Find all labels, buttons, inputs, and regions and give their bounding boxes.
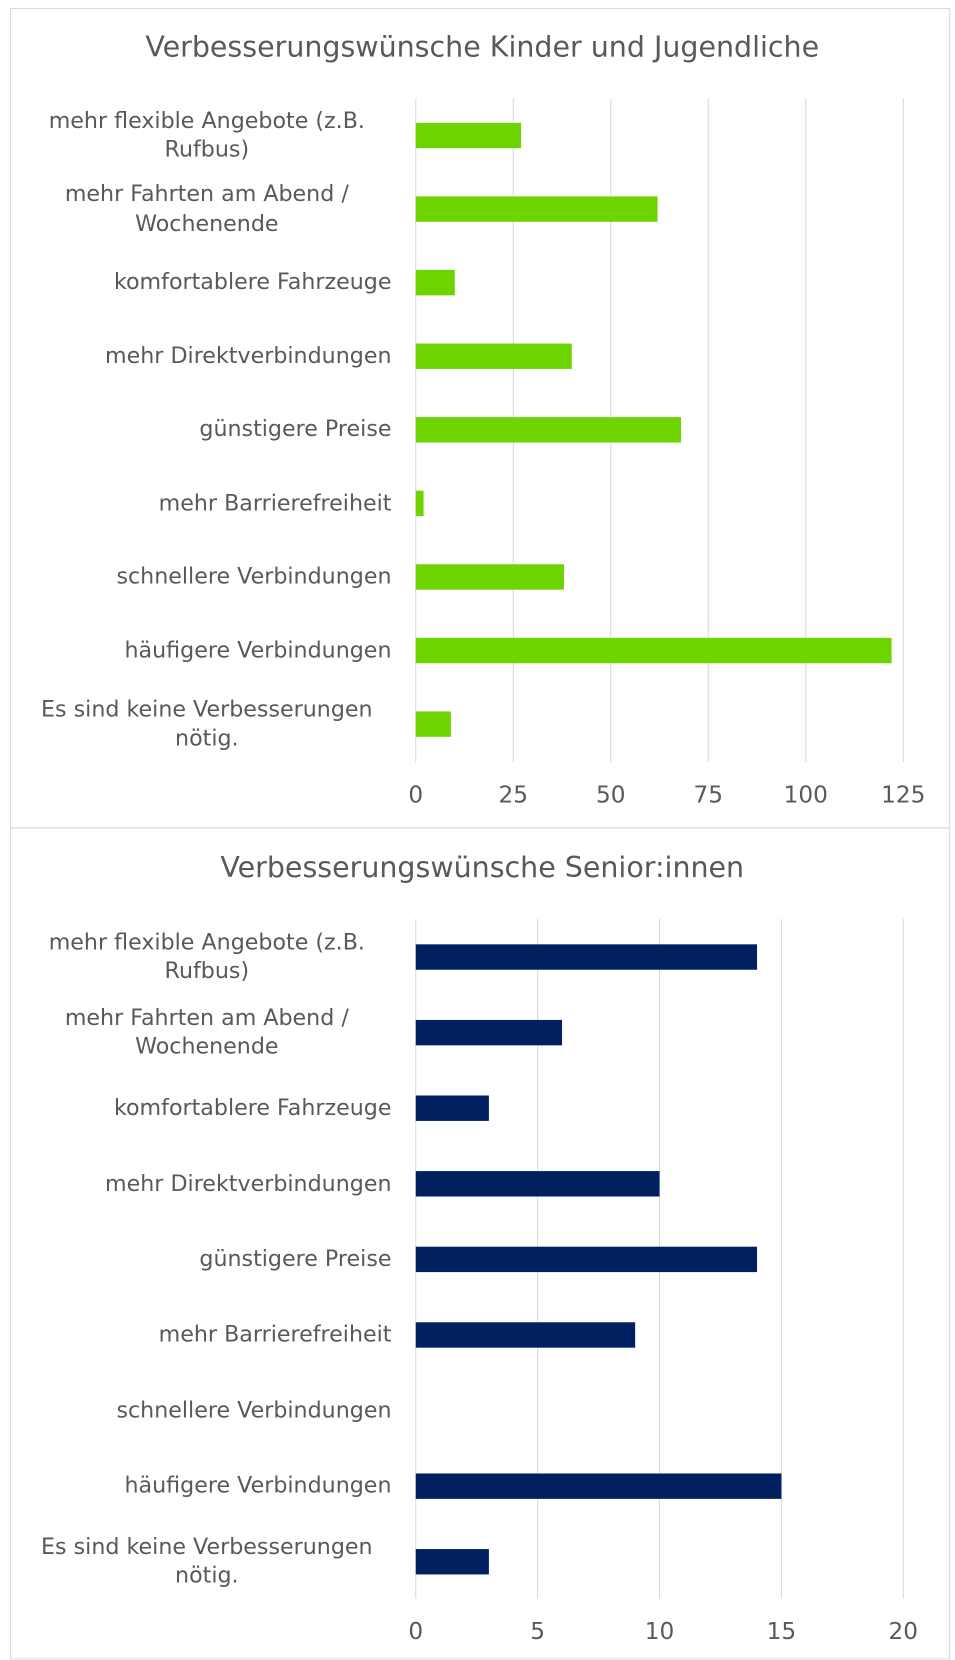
bar (415, 1171, 660, 1197)
category-label-text: schnellere Verbindungen (116, 1397, 392, 1423)
category-label: günstigere Preise (16, 1222, 392, 1296)
category-label: mehr Fahrten am Abend / Wochenende (16, 172, 392, 246)
category-label-box: mehr Direktverbindungen (16, 1147, 392, 1221)
category-label-text: häufigere Verbindungen (124, 1472, 392, 1499)
category-label-text: komfortablere Fahrzeuge (113, 269, 392, 295)
category-label-text: Es sind keine Verbesserungen nötig. (41, 696, 373, 751)
category-label: häufigere Verbindungen (16, 614, 392, 688)
x-tick-label: 0 (408, 782, 423, 809)
bar (415, 1549, 489, 1575)
category-label-box: mehr Barrierefreiheit (16, 466, 392, 540)
chart-title: Verbesserungswünsche Kinder und Jugendli… (145, 31, 819, 64)
category-label-box: mehr Barrierefreiheit (16, 1298, 392, 1372)
category-label: schnellere Verbindungen (16, 1374, 392, 1448)
category-label: mehr Direktverbindungen (16, 319, 392, 393)
category-label: mehr flexible Angebote (z.B. Rufbus) (16, 920, 392, 994)
bar (415, 711, 451, 737)
category-label-text: mehr Fahrten am Abend / Wochenende (64, 1004, 349, 1060)
category-label: Es sind keine Verbesserungen nötig. (16, 1525, 392, 1599)
category-label-box: häufigere Verbindungen (16, 1449, 392, 1523)
category-label-box: häufigere Verbindungen (16, 614, 392, 688)
category-label-text: mehr Barrierefreiheit (158, 1321, 392, 1347)
bar (415, 1246, 758, 1273)
category-label-text: günstigere Preise (199, 1245, 392, 1272)
category-label-box: mehr Fahrten am Abend / Wochenende (16, 996, 392, 1070)
bar (415, 637, 892, 664)
category-label-box: günstigere Preise (16, 1222, 392, 1296)
bar (415, 417, 681, 443)
category-label-text: komfortablere Fahrzeuge (113, 1094, 392, 1121)
x-tick-label: 75 (694, 782, 724, 809)
chart-title: Verbesserungswünsche Senior:innen (220, 851, 744, 884)
category-label: günstigere Preise (16, 393, 392, 467)
x-tick-label: 20 (889, 1618, 919, 1645)
category-label-box: günstigere Preise (16, 393, 392, 467)
category-label-text: mehr flexible Angebote (z.B. Rufbus) (48, 929, 365, 984)
bar (415, 343, 572, 369)
category-label-box: Es sind keine Verbesserungen nötig. (16, 687, 392, 761)
category-label-text: mehr Fahrten am Abend / Wochenende (64, 181, 349, 236)
bar (415, 122, 522, 149)
category-label-box: schnellere Verbindungen (16, 1374, 392, 1448)
category-label-text: günstigere Preise (199, 416, 392, 442)
category-label-text: mehr Barrierefreiheit (158, 490, 392, 516)
category-label-box: komfortablere Fahrzeuge (16, 246, 392, 320)
category-label: mehr Fahrten am Abend / Wochenende (16, 996, 392, 1070)
bar (415, 564, 564, 590)
bar (415, 490, 424, 517)
x-tick-label: 0 (408, 1618, 423, 1645)
bar (415, 269, 455, 296)
category-label-text: mehr Direktverbindungen (105, 342, 392, 369)
panel (10, 827, 951, 1660)
category-label-text: mehr Direktverbindungen (105, 1170, 392, 1196)
category-label: mehr Barrierefreiheit (16, 1298, 392, 1372)
x-tick-label: 15 (767, 1618, 797, 1645)
x-tick-label: 5 (530, 1618, 545, 1645)
x-tick-label: 10 (645, 1618, 675, 1645)
category-label-text: mehr flexible Angebote (z.B. Rufbus) (48, 107, 365, 162)
x-tick-label: 125 (881, 782, 925, 809)
bar (415, 1322, 636, 1348)
category-label-text: Es sind keine Verbesserungen nötig. (41, 1533, 373, 1589)
category-label-box: mehr Direktverbindungen (16, 319, 392, 393)
bar (415, 1473, 782, 1499)
category-label-box: Es sind keine Verbesserungen nötig. (16, 1525, 392, 1599)
category-label-box: mehr flexible Angebote (z.B. Rufbus) (16, 920, 392, 994)
category-label-box: komfortablere Fahrzeuge (16, 1071, 392, 1145)
category-label: mehr flexible Angebote (z.B. Rufbus) (16, 98, 392, 172)
category-label-text: häufigere Verbindungen (124, 637, 392, 663)
category-label-box: mehr flexible Angebote (z.B. Rufbus) (16, 98, 392, 172)
category-label-text: schnellere Verbindungen (116, 563, 392, 589)
category-label: mehr Barrierefreiheit (16, 466, 392, 540)
category-label: mehr Direktverbindungen (16, 1147, 392, 1221)
bar (415, 944, 758, 970)
x-tick-label: 100 (784, 782, 828, 809)
category-label: Es sind keine Verbesserungen nötig. (16, 687, 392, 761)
x-tick-label: 50 (596, 782, 626, 809)
category-label: häufigere Verbindungen (16, 1449, 392, 1523)
category-label: komfortablere Fahrzeuge (16, 246, 392, 320)
category-label: komfortablere Fahrzeuge (16, 1071, 392, 1145)
category-label-box: schnellere Verbindungen (16, 540, 392, 614)
bar (415, 196, 658, 222)
bar (415, 1019, 563, 1046)
x-tick-label: 25 (499, 782, 529, 809)
category-label: schnellere Verbindungen (16, 540, 392, 614)
category-label-box: mehr Fahrten am Abend / Wochenende (16, 172, 392, 246)
bar (415, 1095, 489, 1121)
